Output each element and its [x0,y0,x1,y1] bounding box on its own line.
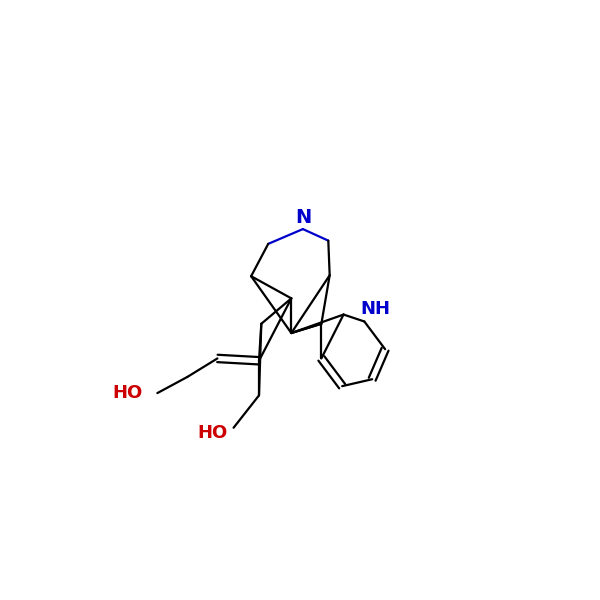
Text: HO: HO [197,424,228,442]
Text: NH: NH [361,299,391,317]
Text: N: N [295,208,311,227]
Text: HO: HO [112,384,142,402]
